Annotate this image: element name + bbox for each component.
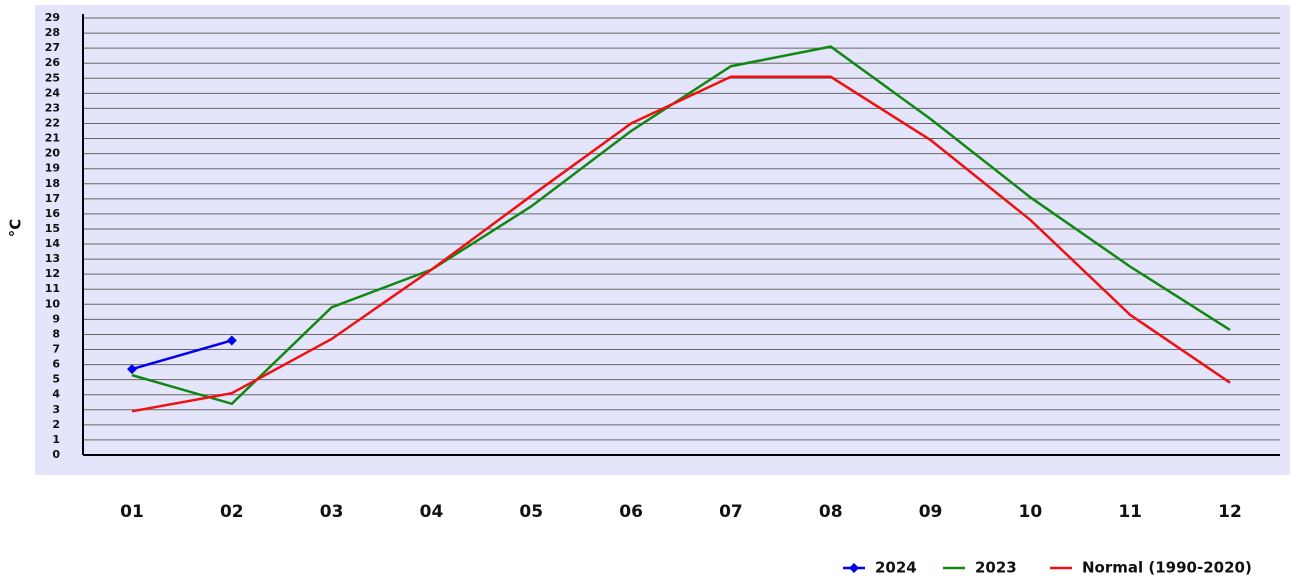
x-tick-label: 07	[719, 502, 743, 522]
series-line	[131, 339, 233, 371]
x-tick-label: 02	[220, 502, 244, 522]
y-tick-label: 21	[45, 132, 60, 145]
x-tick-label: 09	[919, 502, 943, 522]
y-tick-label: 17	[45, 192, 60, 205]
legend-label: 2023	[975, 559, 1017, 577]
x-tick-label: 05	[519, 502, 543, 522]
y-tick-label: 22	[45, 116, 60, 129]
y-tick-label: 10	[45, 297, 61, 310]
y-tick-label: 1	[52, 433, 60, 446]
series-line	[131, 75, 1231, 413]
y-tick-label: 20	[45, 147, 61, 160]
y-tick-label: 16	[45, 207, 61, 220]
legend-marker	[849, 563, 859, 573]
y-tick-label: 24	[45, 86, 61, 99]
y-tick-label: 5	[52, 373, 60, 386]
y-tick-label: 3	[52, 403, 60, 416]
y-tick-label: 12	[45, 267, 60, 280]
y-tick-label: 26	[45, 56, 61, 69]
legend-label: 2024	[875, 559, 917, 577]
series-marker	[226, 335, 237, 346]
x-tick-label: 01	[120, 502, 144, 522]
x-tick-label: 06	[619, 502, 643, 522]
y-tick-label: 23	[45, 101, 60, 114]
x-tick-label: 04	[420, 502, 444, 522]
x-tick-label: 12	[1218, 502, 1242, 522]
plot-background	[35, 5, 1290, 475]
x-tick-label: 03	[320, 502, 344, 522]
series-line	[131, 45, 1231, 406]
y-tick-label: 14	[45, 237, 61, 250]
y-tick-label: 4	[52, 388, 60, 401]
y-tick-label: 25	[45, 71, 60, 84]
legend-label: Normal (1990-2020)	[1082, 559, 1252, 577]
y-tick-label: 27	[45, 41, 60, 54]
y-tick-label: 13	[45, 252, 60, 265]
y-tick-label: 0	[52, 448, 60, 461]
x-tick-label: 08	[819, 502, 843, 522]
y-tick-label: 6	[52, 358, 60, 371]
y-tick-label: 8	[52, 327, 60, 340]
series-marker	[127, 364, 137, 375]
x-tick-label: 11	[1118, 502, 1142, 522]
y-tick-label: 11	[45, 282, 60, 295]
y-tick-label: 7	[52, 343, 60, 356]
y-tick-label: 18	[45, 177, 60, 190]
y-tick-label: 29	[45, 11, 60, 24]
y-tick-label: 9	[52, 312, 60, 325]
y-tick-label: 28	[45, 26, 60, 39]
x-tick-label: 10	[1019, 502, 1043, 522]
y-axis-label: °C	[7, 219, 25, 238]
y-tick-label: 19	[45, 162, 60, 175]
y-tick-label: 15	[45, 222, 60, 235]
y-tick-label: 2	[52, 418, 60, 431]
